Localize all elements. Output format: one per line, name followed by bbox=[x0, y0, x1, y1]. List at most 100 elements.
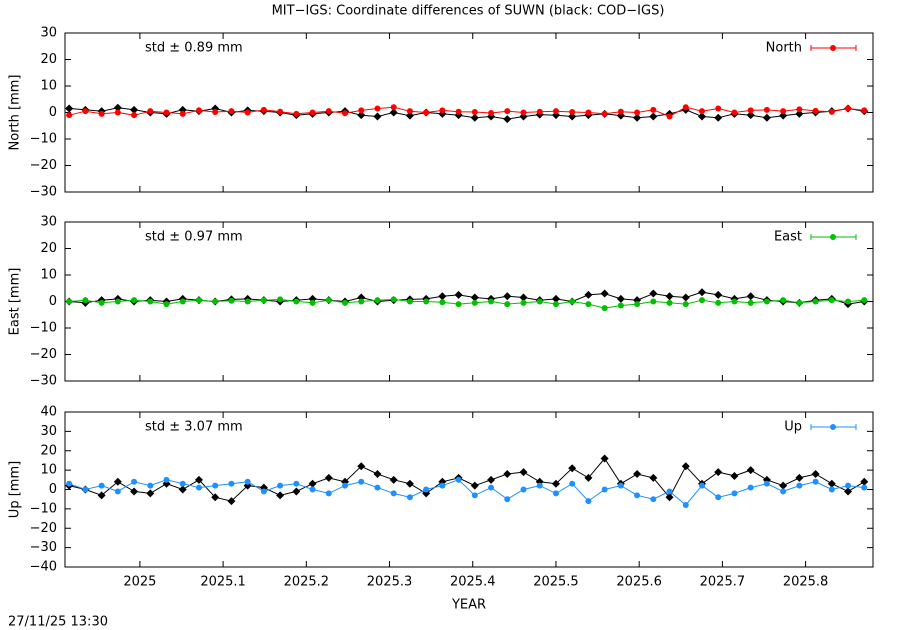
data-point bbox=[697, 288, 706, 297]
data-point bbox=[812, 107, 819, 114]
data-point bbox=[845, 482, 852, 489]
legend-label: North bbox=[766, 41, 802, 56]
data-point bbox=[423, 109, 430, 116]
data-point bbox=[585, 498, 592, 505]
data-point bbox=[98, 110, 105, 117]
data-point bbox=[552, 301, 559, 308]
data-point bbox=[665, 292, 674, 301]
data-point bbox=[746, 111, 755, 120]
data-point bbox=[97, 491, 106, 500]
data-point bbox=[82, 108, 89, 115]
data-point bbox=[244, 298, 251, 305]
data-point bbox=[634, 301, 641, 308]
data-point bbox=[212, 298, 219, 305]
data-point bbox=[828, 297, 835, 304]
y-tick-label: 30 bbox=[40, 26, 57, 41]
data-point bbox=[470, 113, 479, 122]
data-point bbox=[600, 289, 609, 298]
y-tick-label: 10 bbox=[40, 463, 57, 478]
data-point bbox=[551, 479, 560, 488]
data-point bbox=[795, 109, 804, 118]
data-point bbox=[650, 106, 657, 113]
data-point bbox=[860, 477, 869, 486]
data-point bbox=[795, 473, 804, 482]
chart-title: MIT−IGS: Coordinate differences of SUWN … bbox=[272, 4, 665, 19]
data-point bbox=[649, 473, 658, 482]
y-tick-label: 20 bbox=[40, 241, 57, 256]
y-tick-label: −20 bbox=[30, 158, 57, 173]
data-point bbox=[308, 479, 317, 488]
x-tick-label: 2025.4 bbox=[450, 575, 496, 590]
x-tick-label: 2025.8 bbox=[783, 575, 829, 590]
data-point bbox=[731, 490, 738, 497]
y-tick-label: 20 bbox=[40, 443, 57, 458]
data-point bbox=[828, 108, 835, 115]
legend-label: Up bbox=[784, 420, 802, 435]
data-point bbox=[357, 462, 366, 471]
data-point bbox=[163, 476, 170, 483]
data-point bbox=[746, 292, 755, 301]
data-point bbox=[98, 482, 105, 489]
data-point bbox=[552, 490, 559, 497]
data-point bbox=[179, 298, 186, 305]
data-point bbox=[504, 301, 511, 308]
data-point bbox=[715, 299, 722, 306]
data-point bbox=[228, 108, 235, 115]
y-tick-label: 0 bbox=[49, 482, 57, 497]
data-point bbox=[454, 290, 463, 299]
data-point bbox=[650, 298, 657, 305]
data-point bbox=[519, 293, 528, 302]
data-point bbox=[260, 106, 267, 113]
data-point bbox=[212, 482, 219, 489]
data-point bbox=[633, 470, 642, 478]
data-point bbox=[730, 471, 739, 480]
data-point bbox=[601, 110, 608, 117]
data-point bbox=[488, 298, 495, 305]
data-point bbox=[147, 108, 154, 115]
data-point bbox=[666, 488, 673, 495]
data-point bbox=[600, 454, 609, 463]
data-point bbox=[681, 462, 690, 471]
data-point bbox=[439, 299, 446, 306]
data-point bbox=[681, 293, 690, 302]
data-point bbox=[861, 297, 868, 304]
annotation: std ± 0.89 mm bbox=[145, 41, 243, 56]
data-point bbox=[796, 106, 803, 113]
data-point bbox=[861, 484, 868, 491]
data-point bbox=[455, 476, 462, 483]
data-point bbox=[471, 108, 478, 115]
data-point bbox=[358, 298, 365, 305]
y-axis-label: Up [mm] bbox=[8, 461, 23, 518]
data-point bbox=[698, 297, 705, 304]
annotation: std ± 3.07 mm bbox=[145, 420, 243, 435]
data-point bbox=[520, 299, 527, 306]
y-tick-label: 20 bbox=[40, 52, 57, 67]
data-point bbox=[66, 112, 73, 119]
data-point bbox=[780, 297, 787, 304]
data-point bbox=[731, 298, 738, 305]
data-point bbox=[763, 106, 770, 113]
data-point bbox=[374, 484, 381, 491]
annotation: std ± 0.97 mm bbox=[145, 230, 243, 245]
data-point bbox=[763, 298, 770, 305]
data-point bbox=[228, 297, 235, 304]
data-point bbox=[520, 486, 527, 493]
data-point bbox=[406, 298, 413, 305]
data-point bbox=[178, 485, 187, 494]
data-point bbox=[503, 292, 512, 301]
data-point bbox=[455, 301, 462, 308]
data-point bbox=[114, 109, 121, 116]
data-point bbox=[650, 496, 657, 503]
y-tick-label: −10 bbox=[30, 501, 57, 516]
y-tick-label: −10 bbox=[30, 132, 57, 147]
y-tick-label: 0 bbox=[49, 294, 57, 309]
data-point bbox=[682, 301, 689, 308]
data-point bbox=[746, 466, 755, 475]
data-point bbox=[244, 478, 251, 485]
y-tick-label: −10 bbox=[30, 321, 57, 336]
data-point bbox=[634, 109, 641, 116]
data-point bbox=[698, 482, 705, 489]
data-point bbox=[616, 294, 625, 303]
legend-swatch bbox=[830, 424, 836, 430]
y-tick-label: −40 bbox=[30, 560, 57, 575]
